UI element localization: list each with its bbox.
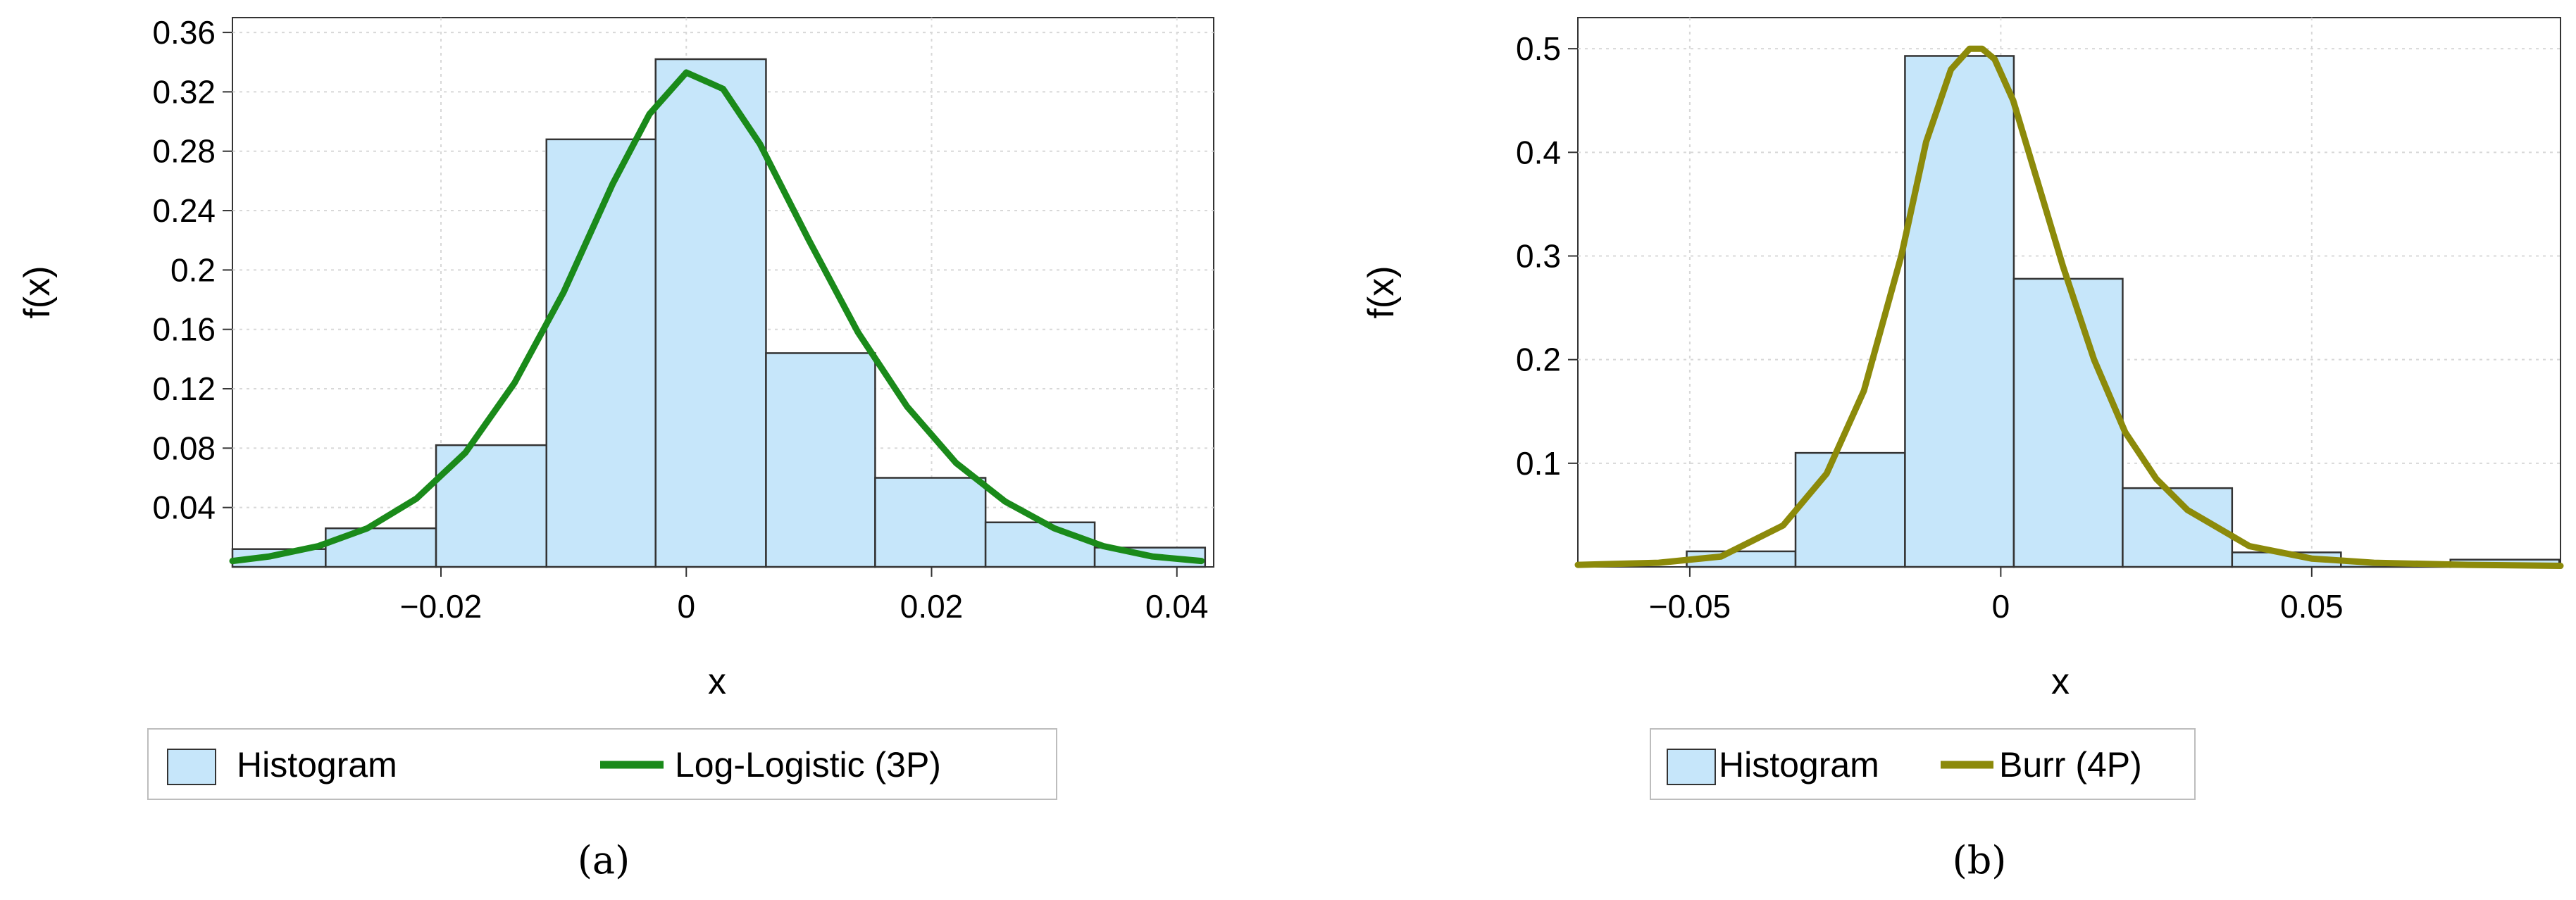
curve-line-a — [229, 69, 1205, 565]
y-axis-b: 0.1 0.2 0.3 0.4 0.5 — [1516, 30, 1578, 482]
x-tick-label-b-2: 0.05 — [2280, 588, 2344, 625]
y-tick-label-a-1: 0.08 — [152, 430, 216, 466]
y-tick-label-b-0: 0.1 — [1516, 445, 1561, 482]
legend-label-curve-a: Log-Logistic (3P) — [675, 745, 941, 785]
x-axis-title-a: x — [708, 661, 726, 702]
legend-box-b — [1650, 728, 2196, 800]
x-tick-label-a-2: 0.02 — [900, 588, 964, 625]
histogram-bar-b-3 — [2012, 277, 2124, 568]
histogram-bars-b — [1686, 55, 2561, 568]
x-tick-label-b-0: −0.05 — [1649, 588, 1731, 625]
y-tick-label-a-6: 0.28 — [152, 133, 216, 170]
legend-a: Histogram Log-Logistic (3P) — [147, 728, 1057, 800]
legend-label-histogram-a: Histogram — [237, 745, 397, 785]
y-tick-label-a-4: 0.2 — [170, 251, 216, 288]
y-tick-label-b-4: 0.5 — [1516, 30, 1561, 67]
y-axis-title-a: f(x) — [17, 265, 58, 318]
y-tick-label-a-5: 0.24 — [152, 192, 216, 229]
y-tick-label-a-8: 0.36 — [152, 14, 216, 51]
x-axis-b: −0.05 0 0.05 — [1649, 567, 2344, 625]
legend-swatch-histogram-b — [1667, 749, 1716, 785]
x-tick-label-a-3: 0.04 — [1145, 588, 1209, 625]
histogram-bar-b-2 — [1904, 55, 2015, 568]
curve-line-b — [1574, 45, 2564, 569]
legend-b: Histogram Burr (4P) — [1650, 728, 2196, 800]
histogram-bar-b-1 — [1794, 451, 1906, 568]
x-axis-title-b: x — [2051, 661, 2070, 702]
y-tick-label-a-0: 0.04 — [152, 489, 216, 526]
x-axis-a: −0.02 0 0.02 0.04 — [400, 567, 1209, 625]
caption-b: (b) — [1953, 838, 2007, 882]
y-tick-label-a-2: 0.12 — [152, 370, 216, 407]
chart-panel-b: −0.05 0 0.05 0.1 0.2 0.3 0.4 0.5 x f(x) Histog… — [1361, 17, 2564, 882]
histogram-bar-a-5 — [765, 352, 876, 568]
y-axis-a: 0.04 0.08 0.12 0.16 0.2 0.24 0.28 0.32 0.36 — [152, 14, 232, 526]
legend-label-histogram-b: Histogram — [1719, 745, 1879, 785]
y-axis-title-b: f(x) — [1361, 265, 1402, 318]
y-tick-label-b-1: 0.2 — [1516, 342, 1561, 378]
y-tick-label-a-3: 0.16 — [152, 311, 216, 348]
histogram-bar-a-6 — [874, 477, 987, 568]
x-tick-label-a-0: −0.02 — [400, 588, 482, 625]
y-tick-label-b-2: 0.3 — [1516, 237, 1561, 274]
legend-label-curve-b: Burr (4P) — [1999, 745, 2142, 785]
histogram-bars-a — [231, 58, 1207, 568]
x-tick-label-b-1: 0 — [1992, 588, 2010, 625]
caption-a: (a) — [578, 838, 630, 882]
legend-swatch-histogram-a — [167, 749, 216, 785]
y-tick-label-a-7: 0.32 — [152, 73, 216, 110]
x-tick-label-a-1: 0 — [677, 588, 695, 625]
histogram-bar-a-4 — [654, 58, 767, 568]
chart-panel-a: −0.02 0 0.02 0.04 0.040.080.120.160.20.240.… — [17, 14, 1214, 882]
y-tick-label-b-3: 0.4 — [1516, 134, 1561, 170]
histogram-bar-a-7 — [984, 521, 1096, 568]
